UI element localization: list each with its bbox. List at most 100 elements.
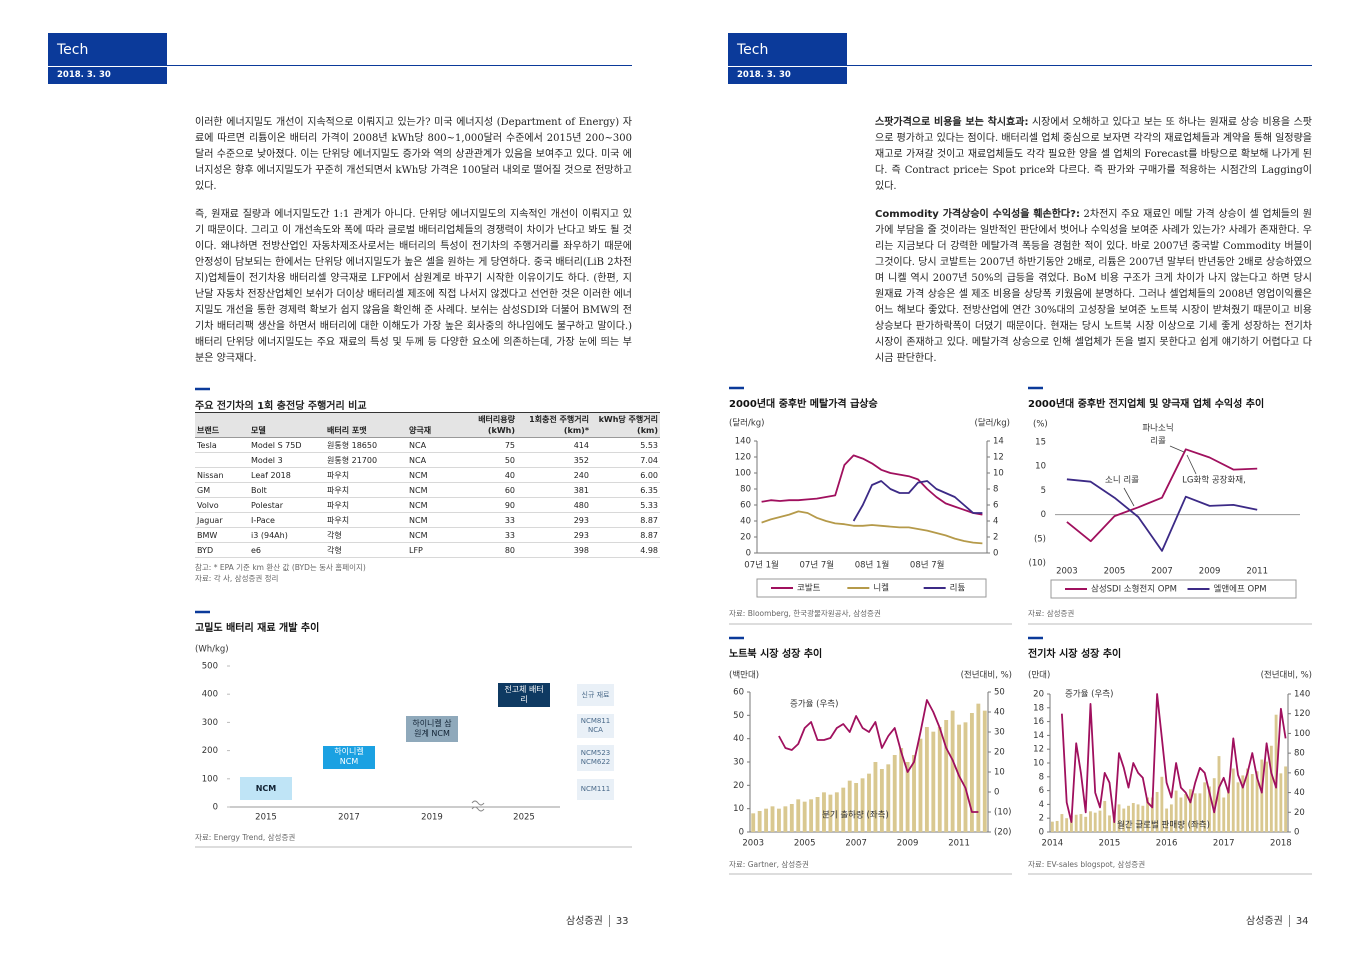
table-cell: 파우치 [325, 482, 407, 498]
y2-tick-label: 30 [994, 728, 1005, 738]
series-line [778, 699, 979, 813]
bar [918, 738, 923, 832]
bar [867, 773, 871, 832]
y2-tick-label: 40 [994, 708, 1005, 718]
section-markers [195, 386, 1043, 640]
bar [892, 755, 897, 832]
y-tick-label: 200 [202, 746, 218, 756]
table-cell: 파우치 [325, 497, 407, 513]
series-label: 증가율 (우측) [790, 700, 838, 710]
bar [834, 792, 839, 832]
y2-tick-label: 140 [1294, 690, 1310, 700]
table-cell: 6.35 [591, 482, 660, 498]
table-row: BMW i3 (94Ah) 각형 NCM 33 293 8.87 [195, 527, 660, 543]
x-tick-label: 2007 [1151, 567, 1173, 577]
annotation: 리콜 [1150, 437, 1166, 447]
bar [982, 710, 987, 832]
y-tick-label: 100 [735, 469, 751, 479]
table-cell: 6.00 [591, 467, 660, 483]
table-cell: Leaf 2018 [249, 467, 325, 483]
table-cell: 381 [517, 482, 591, 498]
y-tick-label: 30 [733, 758, 744, 768]
legend-label: 코발트 [797, 583, 821, 594]
bar [1165, 808, 1169, 832]
y-tick-label: 140 [735, 437, 751, 447]
bar [1098, 810, 1102, 832]
source: 자료: Bloomberg, 한국광물자원공사, 삼성증권 [729, 608, 881, 618]
body-text: 이러한 에너지밀도 개선이 지속적으로 이뤄지고 있는가? 미국 에너지성 (D… [195, 115, 632, 379]
axis-break [471, 800, 485, 812]
bar [937, 727, 942, 832]
x-tick-label: 07년 7월 [800, 560, 835, 571]
bar [1079, 814, 1083, 832]
y-tick-label: 16 [1033, 717, 1044, 727]
table-cell: 5.33 [591, 497, 660, 513]
table-cell: NCA [407, 437, 451, 453]
paragraph-text: 2차전지 주요 재료인 메탈 가격 상승이 셀 업체들의 원가에 부담을 줄 것… [875, 209, 1312, 364]
annotation-arrow [1123, 487, 1135, 507]
paragraph: Commodity 가격상승이 수익성을 훼손한다?: 2차전지 주요 재료인 … [875, 207, 1312, 367]
y-tick-label: 40 [733, 734, 744, 744]
chart-title: 2000년대 중후반 메탈가격 급상승 [729, 397, 878, 410]
bar [905, 762, 910, 832]
material-label: NCM523 NCM622 [577, 745, 614, 771]
column-header: 배터리용량 (kWh) [451, 412, 517, 438]
paragraph: 즉, 원재료 질량과 에너지밀도간 1:1 관계가 아니다. 단위당 에너지밀도… [195, 209, 632, 364]
table-cell: NCM [407, 512, 451, 528]
table-cell: NCA [407, 452, 451, 468]
bar [1146, 797, 1150, 832]
x-tick-label: 2009 [1199, 567, 1221, 577]
footer: 삼성증권 34 [1246, 912, 1309, 927]
bar [1069, 816, 1073, 832]
table-cell: Nissan [195, 467, 249, 483]
table-cell: 352 [517, 452, 591, 468]
series-label: 월간 글로벌 판매량 (좌측) [1117, 820, 1210, 831]
table: 브랜드 모델 배터리 포맷 양극재 배터리용량 (kWh) 1회충전 주행거리 (km)*… [195, 412, 660, 558]
bar [1188, 789, 1192, 832]
bar [1060, 814, 1064, 832]
bar [828, 794, 833, 832]
y-tick-label: 8 [1039, 772, 1044, 782]
x-tick-label: 07년 1월 [744, 560, 779, 571]
bar [912, 755, 916, 832]
table-cell: LFP [407, 542, 451, 558]
table-cell: 80 [451, 542, 517, 558]
bar [1174, 790, 1178, 832]
date-label: 2018. 3. 30 [728, 67, 847, 84]
y-tick-label: 10 [1033, 759, 1044, 769]
x-tick-label: 2018 [1270, 839, 1292, 849]
range-box: NCM [240, 777, 292, 800]
x-tick-label: 2019 [421, 813, 443, 823]
paragraph-lead: 스팟가격으로 비용을 보는 착시효과: [875, 117, 1029, 128]
bar [1179, 797, 1183, 832]
footer-separator [608, 915, 610, 927]
table-cell: 파우치 [325, 512, 407, 528]
y2-tick-label: 50 [994, 688, 1005, 698]
footer-company: 삼성증권 [1246, 916, 1283, 927]
bar [1093, 812, 1097, 832]
bar [822, 792, 826, 832]
bar [1217, 756, 1221, 832]
axis-label: (만대) [1028, 671, 1050, 681]
bar [873, 762, 878, 832]
bar [860, 778, 865, 832]
y2-tick-label: 80 [1294, 749, 1305, 759]
y-tick-label: 0 [1039, 828, 1044, 838]
y2-tick-label: 0 [993, 549, 998, 559]
range-box: 하이니켈 NCM [323, 746, 375, 769]
bar [815, 797, 820, 832]
source: 자료: 삼성증권 [1028, 608, 1074, 618]
bar [1260, 759, 1264, 832]
bar [802, 801, 807, 832]
bar [809, 799, 814, 832]
bar [963, 722, 968, 832]
y-tick-label: 14 [1033, 731, 1044, 741]
table-cell: Model 3 [249, 452, 325, 468]
bar [1279, 773, 1283, 832]
table-cell: 7.04 [591, 452, 660, 468]
page-number: 33 [615, 916, 629, 927]
column-header: 브랜드 [195, 412, 249, 438]
table-row: BYD e6 각형 LFP 80 398 4.98 [195, 542, 660, 558]
bar [1255, 771, 1259, 832]
table-cell: NCM [407, 467, 451, 483]
